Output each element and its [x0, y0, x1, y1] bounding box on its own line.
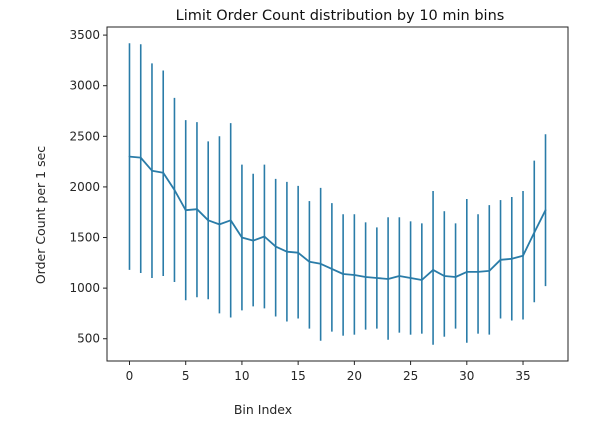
- data-point: [443, 275, 446, 277]
- data-point: [544, 209, 547, 212]
- data-point: [241, 236, 243, 239]
- data-point: [488, 270, 491, 272]
- data-point: [173, 189, 176, 191]
- plot-frame: [106, 26, 569, 362]
- y-tick-label: 1000: [69, 281, 100, 295]
- data-point: [420, 279, 423, 281]
- data-point: [477, 271, 479, 273]
- data-point: [308, 260, 311, 263]
- x-tick-label: 15: [291, 369, 306, 383]
- data-point: [330, 267, 333, 270]
- x-tick-label: 5: [182, 369, 190, 383]
- series-line: [129, 155, 547, 281]
- y-tick-label: 2000: [69, 180, 100, 194]
- data-point: [162, 171, 165, 174]
- x-tick-label: 25: [403, 369, 418, 383]
- y-tick-label: 3000: [69, 79, 100, 93]
- data-point: [342, 273, 345, 275]
- x-tick-label: 20: [347, 369, 362, 383]
- data-point: [387, 278, 389, 280]
- data-point: [139, 156, 142, 159]
- data-point: [207, 219, 210, 222]
- data-point: [409, 277, 412, 279]
- data-point: [196, 208, 198, 211]
- x-axis-label: Bin Index: [234, 402, 292, 417]
- y-axis-label: Order Count per 1 sec: [33, 146, 48, 284]
- x-tick-label: 35: [515, 369, 530, 383]
- x-tick-label: 10: [234, 369, 249, 383]
- data-point: [522, 254, 524, 257]
- chart-title: Limit Order Count distribution by 10 min…: [176, 8, 505, 24]
- data-point: [364, 276, 367, 278]
- data-point: [229, 219, 232, 222]
- y-tick-label: 2500: [69, 129, 100, 143]
- data-point: [319, 262, 322, 265]
- data-point: [499, 258, 502, 261]
- y-tick-label: 3500: [69, 28, 100, 42]
- data-point: [465, 271, 468, 273]
- data-point: [432, 269, 434, 271]
- data-point: [263, 235, 266, 238]
- data-point: [252, 239, 255, 242]
- data-point: [286, 250, 288, 253]
- data-point: [297, 251, 300, 254]
- data-point: [184, 209, 187, 212]
- data-point: [218, 223, 221, 226]
- plot-area: 0 5 10 15 20 25 30 35 500 1000 1500 2000 2500 3000 350…: [69, 26, 569, 383]
- y-tick-label: 1500: [69, 231, 100, 245]
- data-point: [274, 245, 277, 248]
- x-tick-label: 0: [126, 369, 134, 383]
- y-tick-label: 500: [77, 332, 100, 346]
- data-point: [533, 231, 536, 234]
- data-point: [151, 169, 153, 172]
- x-tick-label: 30: [459, 369, 474, 383]
- data-point: [398, 275, 401, 277]
- data-point: [375, 277, 378, 279]
- data-point: [454, 276, 457, 278]
- data-point: [510, 257, 513, 260]
- data-point: [353, 274, 356, 276]
- data-point: [128, 155, 131, 158]
